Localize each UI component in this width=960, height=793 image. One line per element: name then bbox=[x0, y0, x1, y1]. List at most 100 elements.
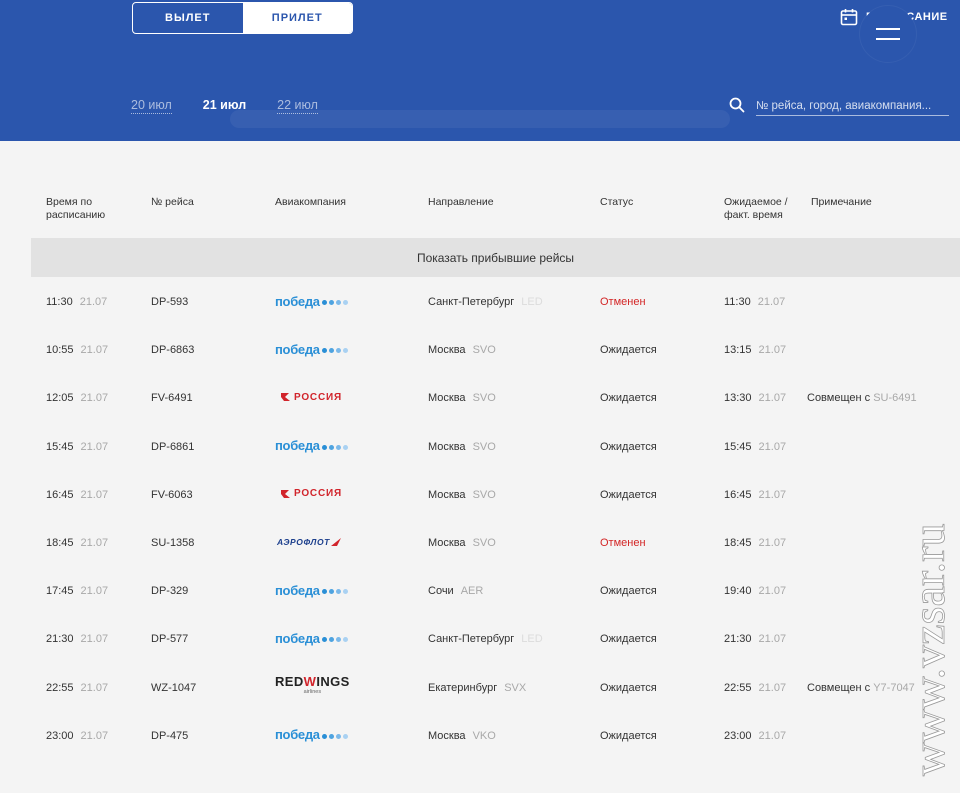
dots-icon bbox=[321, 637, 348, 643]
col-status: Статус bbox=[600, 196, 634, 208]
date-selector: 20 июл 21 июл 22 июл bbox=[131, 98, 318, 114]
flight-row[interactable]: 22:55 21.07 WZ-1047 REDWINGS airlines Екатери… bbox=[0, 664, 960, 712]
airport-code: LED bbox=[521, 296, 543, 308]
airline-name: РОССИЯ bbox=[294, 488, 342, 500]
svg-text:www.vzsar.ru: www.vzsar.ru bbox=[904, 523, 954, 776]
airline-name: победа bbox=[275, 341, 320, 357]
flight-row[interactable]: 12:05 21.07 FV-6491 РОССИЯ Москва SVO Ожидаетс… bbox=[0, 374, 960, 422]
scheduled-time: 18:45 21.07 bbox=[46, 537, 108, 549]
date-prev[interactable]: 20 июл bbox=[131, 98, 172, 114]
time-value: 15:45 bbox=[724, 440, 752, 453]
time-value: 11:30 bbox=[724, 296, 751, 308]
flight-row[interactable]: 10:55 21.07 DP-6863 победа Москва SVO Ожидаетс… bbox=[0, 326, 960, 374]
date-value: 21.07 bbox=[80, 440, 109, 453]
airline-name: победа bbox=[275, 582, 320, 598]
airline-logo: победа bbox=[275, 580, 348, 600]
date-value: 21.07 bbox=[80, 681, 109, 694]
time-value: 12:05 bbox=[46, 392, 74, 405]
date-value: 21.07 bbox=[758, 536, 787, 549]
dots-icon bbox=[321, 444, 348, 450]
col-flight: № рейса bbox=[151, 196, 194, 208]
arrivals-tab[interactable]: ПРИЛЕТ bbox=[242, 3, 352, 33]
date-value: 21.07 bbox=[80, 585, 109, 598]
flight-number: DP-577 bbox=[151, 633, 189, 646]
time-value: 21:30 bbox=[724, 633, 752, 646]
note-code: Y7-7047 bbox=[873, 681, 915, 694]
airline-name: победа bbox=[275, 727, 320, 743]
flight-row[interactable]: 16:45 21.07 FV-6063 РОССИЯ Москва SVO Ожидаетс… bbox=[0, 471, 960, 519]
expected-time: 11:30 21.07 bbox=[724, 296, 785, 308]
status: Ожидается bbox=[600, 633, 657, 646]
menu-button[interactable] bbox=[860, 6, 916, 62]
time-value: 23:00 bbox=[46, 729, 74, 742]
airline-name: победа bbox=[275, 630, 320, 646]
search-icon[interactable] bbox=[729, 97, 745, 113]
direction: Санкт-Петербург LED bbox=[428, 296, 543, 308]
flight-number: DP-475 bbox=[151, 729, 189, 742]
date-current[interactable]: 21 июл bbox=[202, 98, 247, 112]
city-name: Санкт-Петербург bbox=[428, 633, 515, 646]
status: Ожидается bbox=[600, 729, 657, 742]
flight-search-input[interactable] bbox=[756, 96, 949, 116]
date-value: 21.07 bbox=[758, 488, 787, 501]
rossiya-wing-icon bbox=[281, 489, 290, 498]
flight-number: DP-6863 bbox=[151, 344, 195, 357]
city-name: Сочи bbox=[428, 585, 454, 598]
flight-row[interactable]: 23:00 21.07 DP-475 победа Москва VKO Ожидается… bbox=[0, 712, 960, 760]
airport-code: SVO bbox=[472, 344, 496, 357]
time-value: 17:45 bbox=[46, 585, 74, 598]
city-name: Москва bbox=[428, 488, 466, 501]
airline-name: REDWINGS bbox=[275, 673, 350, 689]
city-name: Санкт-Петербург bbox=[428, 296, 515, 308]
table-header: Время по расписанию № рейса Авиакомпания … bbox=[0, 196, 960, 236]
scheduled-time: 22:55 21.07 bbox=[46, 682, 108, 694]
time-value: 10:55 bbox=[46, 344, 74, 357]
airline-name: РОССИЯ bbox=[294, 391, 342, 403]
airport-code: VKO bbox=[472, 729, 496, 742]
flight-number: SU-1358 bbox=[151, 536, 195, 549]
status: Ожидается bbox=[600, 681, 657, 694]
direction: Москва SVO bbox=[428, 537, 496, 549]
status: Ожидается bbox=[600, 585, 657, 598]
scheduled-time: 16:45 21.07 bbox=[46, 489, 108, 501]
airline-logo: победа bbox=[275, 339, 348, 359]
rossiya-wing-icon bbox=[281, 393, 290, 402]
city-name: Москва bbox=[428, 440, 466, 453]
date-value: 21.07 bbox=[758, 633, 787, 646]
time-value: 19:40 bbox=[724, 585, 752, 598]
scheduled-time: 17:45 21.07 bbox=[46, 585, 108, 597]
flight-number: FV-6063 bbox=[151, 488, 193, 501]
departures-tab[interactable]: ВЫЛЕТ bbox=[165, 12, 211, 24]
direction: Москва SVO bbox=[428, 344, 496, 356]
flights-table: 11:30 21.07 DP-593 победа Санкт-Петербург LED… bbox=[0, 278, 960, 760]
airline-logo: победа bbox=[275, 291, 348, 311]
status: Ожидается bbox=[600, 488, 657, 501]
date-value: 21.07 bbox=[80, 633, 109, 646]
direction: Москва SVO bbox=[428, 489, 496, 501]
scheduled-time: 12:05 21.07 bbox=[46, 392, 108, 404]
expected-time: 13:30 21.07 bbox=[724, 392, 786, 404]
show-arrived-button[interactable]: Показать прибывшие рейсы bbox=[31, 238, 960, 277]
direction: Москва VKO bbox=[428, 730, 496, 742]
col-direction: Направление bbox=[428, 196, 494, 208]
watermark: www.vzsar.ru bbox=[904, 523, 954, 776]
flight-row[interactable]: 11:30 21.07 DP-593 победа Санкт-Петербург LED… bbox=[0, 278, 960, 326]
flight-row[interactable]: 15:45 21.07 DP-6861 победа Москва SVO Ожидаетс… bbox=[0, 423, 960, 471]
flight-number: DP-329 bbox=[151, 585, 189, 598]
airline-logo: победа bbox=[275, 725, 348, 745]
direction: Сочи AER bbox=[428, 585, 483, 597]
date-next[interactable]: 22 июл bbox=[277, 98, 318, 114]
scheduled-time: 11:30 21.07 bbox=[46, 296, 107, 308]
expected-time: 19:40 21.07 bbox=[724, 585, 786, 597]
flight-row[interactable]: 17:45 21.07 DP-329 победа Сочи AER Ожидается 19… bbox=[0, 567, 960, 615]
flight-row[interactable]: 21:30 21.07 DP-577 победа Санкт-Петербург LED… bbox=[0, 615, 960, 663]
flight-number: WZ-1047 bbox=[151, 681, 197, 694]
time-value: 21:30 bbox=[46, 633, 74, 646]
direction: Москва SVO bbox=[428, 392, 496, 404]
airline-logo: победа bbox=[275, 436, 348, 456]
flight-row[interactable]: 18:45 21.07 SU-1358 АЭРОФЛОТ Москва SVO Отмене… bbox=[0, 519, 960, 567]
date-value: 21.07 bbox=[758, 440, 787, 453]
calendar-icon[interactable] bbox=[840, 8, 858, 26]
status: Ожидается bbox=[600, 440, 657, 453]
airport-code: SVO bbox=[472, 536, 496, 549]
